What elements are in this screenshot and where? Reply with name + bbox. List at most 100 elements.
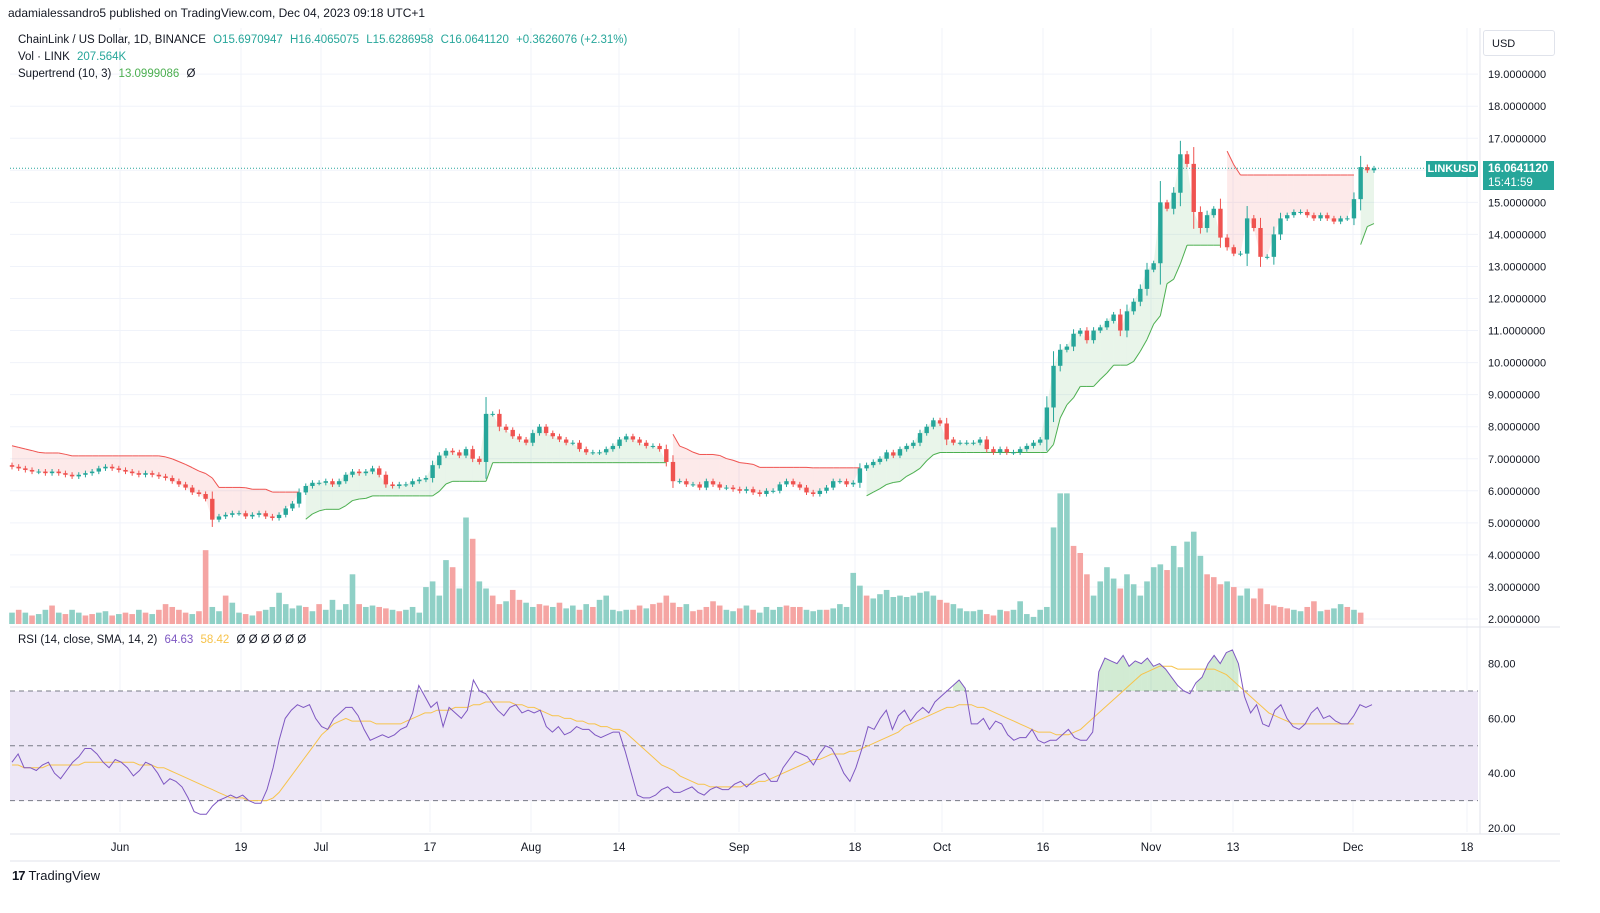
candle-body (457, 452, 462, 456)
volume-bar (156, 609, 162, 624)
volume-bar (336, 609, 342, 624)
volume-bar (990, 615, 997, 624)
supertrend-line-segment (38, 451, 46, 454)
candle-body (624, 436, 629, 440)
volume-bar (937, 599, 943, 624)
supertrend-fill-down (225, 487, 233, 515)
candle-body (1151, 263, 1156, 270)
candle-body (123, 469, 128, 472)
volume-bar (923, 591, 930, 624)
volume-bar (837, 604, 843, 624)
axes-layer: 19.000000018.000000017.000000016.0000000… (10, 28, 1560, 862)
candle-body (897, 449, 903, 456)
supertrend-fill-up (639, 442, 647, 463)
volume-bar (696, 609, 703, 624)
candle-body (163, 476, 168, 478)
supertrend-line-segment (1233, 164, 1241, 176)
supertrend-fill-down (1233, 164, 1241, 254)
volume-bar (843, 606, 850, 624)
rsi-overbought-fill (1117, 655, 1124, 691)
candle-body (1144, 269, 1150, 289)
footer-brand[interactable]: 17 TradingView (12, 868, 100, 883)
supertrend-fill-down (766, 467, 774, 491)
supertrend-fill-down (1347, 175, 1354, 219)
supertrend-fill-down (32, 450, 39, 472)
volume-bar (730, 611, 736, 624)
time-tick-label: Dec (1343, 842, 1364, 854)
rsi-line (11, 649, 1373, 815)
volume-bar (1304, 606, 1311, 624)
volume-bar (169, 606, 176, 624)
price-tick-label: 5.0000000 (1488, 518, 1540, 530)
last-price-symbol-badge: LINKUSD (1426, 161, 1478, 177)
supertrend-line-segment (438, 483, 447, 492)
supertrend-fill-up (1187, 163, 1194, 246)
supertrend-line-segment (1146, 323, 1155, 340)
volume-bar (1317, 611, 1324, 624)
supertrend-line-segment (899, 475, 907, 482)
time-tick-label: 16 (1037, 842, 1050, 854)
candle-body (977, 439, 983, 443)
rsi-overbought-fill (1165, 669, 1172, 691)
candle-body (724, 487, 729, 489)
supertrend-line-segment (178, 461, 186, 465)
candle-body (1204, 215, 1210, 228)
volume-bar (15, 609, 22, 624)
candle-body (103, 466, 108, 469)
supertrend-fill-down (839, 467, 847, 485)
candle-body (857, 468, 863, 483)
candle-body (89, 471, 95, 474)
currency-selector[interactable]: USD (1483, 30, 1555, 56)
candle-body (710, 481, 716, 485)
supertrend-label[interactable]: Supertrend (10, 3) (18, 68, 112, 80)
volume-bar (1291, 609, 1297, 624)
price-tick-label: 15.0000000 (1488, 197, 1546, 209)
candle-body (350, 471, 355, 475)
candle-body (1058, 349, 1063, 366)
rsi-label[interactable]: RSI (14, close, SMA, 14, 2) (18, 634, 158, 646)
candle-body (56, 471, 61, 474)
supertrend-fill-down (1287, 175, 1294, 216)
supertrend-fill-down (1300, 175, 1308, 216)
supertrend-line-segment (726, 458, 734, 461)
rsi-overbought-fill (1159, 663, 1166, 691)
supertrend-line-segment (18, 446, 26, 450)
supertrend-line-segment (1053, 417, 1061, 445)
supertrend-fill-down (686, 448, 693, 485)
volume-bar (1090, 595, 1097, 624)
volume-bar (676, 606, 683, 624)
volume-bar (122, 612, 129, 624)
candle-body (1171, 192, 1176, 209)
candle-body (1258, 227, 1263, 257)
close-value: C16.0641120 (440, 34, 509, 46)
supertrend-line-segment (11, 445, 19, 448)
supertrend-fill-down (679, 446, 687, 485)
candle-body (570, 442, 576, 444)
supertrend-fill-down (1327, 175, 1334, 222)
candle-body (664, 449, 669, 462)
volume-bar (509, 589, 516, 624)
supertrend-line-segment (879, 484, 887, 490)
volume-label[interactable]: Vol · LINK (18, 51, 70, 63)
volume-bar (309, 611, 316, 624)
candle-body (323, 481, 328, 483)
candle-body (1264, 256, 1270, 258)
volume-bar (903, 597, 910, 624)
rsi-legend: RSI (14, close, SMA, 14, 2) 64.63 58.42 … (18, 634, 310, 646)
supertrend-line-segment (312, 510, 320, 515)
supertrend-line-segment (1360, 226, 1368, 245)
supertrend-fill-down (45, 452, 53, 474)
candle-body (96, 468, 101, 472)
volume-bar (723, 609, 730, 624)
candle-body (1098, 327, 1103, 331)
volume-bar (349, 574, 356, 624)
candle-body (670, 461, 676, 482)
symbol-name[interactable]: ChainLink / US Dollar, 1D, BINANCE (18, 34, 206, 46)
supertrend-value: 13.0999086 (118, 68, 180, 80)
volume-bar (296, 605, 302, 624)
candle-body (610, 445, 616, 450)
volume-bar (1117, 588, 1124, 624)
candle-body (864, 465, 869, 469)
volume-bar (322, 609, 329, 624)
